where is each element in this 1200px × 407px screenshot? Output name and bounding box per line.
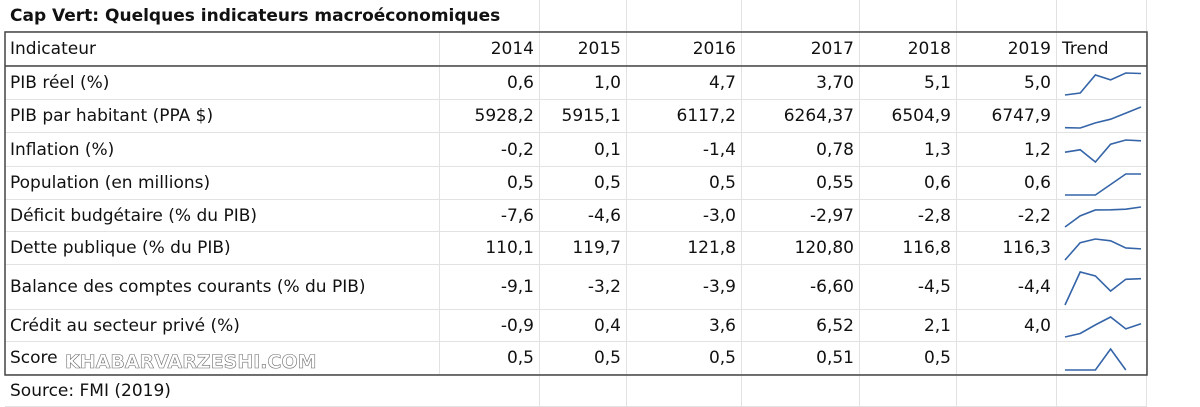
sparkline <box>1065 173 1141 196</box>
value-cell: 6747,9 <box>957 100 1057 133</box>
value-cell: -9,1 <box>440 265 540 310</box>
value-cell: 1,2 <box>957 133 1057 167</box>
value-cell: 5,1 <box>860 66 957 100</box>
value-cell: -2,8 <box>860 200 957 232</box>
value-cell: 5915,1 <box>540 100 627 133</box>
value-cell: 5928,2 <box>440 100 540 133</box>
value-cell: -0,9 <box>440 310 540 342</box>
value-cell: 119,7 <box>540 232 627 265</box>
value-cell: 2,1 <box>860 310 957 342</box>
value-cell: -1,4 <box>627 133 742 167</box>
value-cell: -3,9 <box>627 265 742 310</box>
value-cell: -4,5 <box>860 265 957 310</box>
value-cell: 6117,2 <box>627 100 742 133</box>
watermark: KHABARVARZESHI.COM <box>65 351 317 373</box>
value-cell: -0,2 <box>440 133 540 167</box>
value-cell: 6264,37 <box>742 100 860 133</box>
value-cell: 0,78 <box>742 133 860 167</box>
value-cell: -3,0 <box>627 200 742 232</box>
value-cell: 0,5 <box>440 167 540 200</box>
row-label: Inflation (%) <box>5 133 440 167</box>
row-label: Balance des comptes courants (% du PIB) <box>5 265 440 310</box>
value-cell: 121,8 <box>627 232 742 265</box>
row-label: Crédit au secteur privé (%) <box>5 310 440 342</box>
value-cell: 116,8 <box>860 232 957 265</box>
row-label: Population (en millions) <box>5 167 440 200</box>
value-cell: 6504,9 <box>860 100 957 133</box>
value-cell: 116,3 <box>957 232 1057 265</box>
table-border <box>4 31 1148 376</box>
value-cell: 0,1 <box>540 133 627 167</box>
value-cell: 5,0 <box>957 66 1057 100</box>
sparkline <box>1064 72 1142 96</box>
value-cell: 0,6 <box>957 167 1057 200</box>
value-cell: 120,80 <box>742 232 860 265</box>
value-cell: 3,6 <box>627 310 742 342</box>
row-label: PIB par habitant (PPA $) <box>5 100 440 133</box>
value-cell: 1,3 <box>860 133 957 167</box>
value-cell: -4,4 <box>957 265 1057 310</box>
value-cell: 0,4 <box>540 310 627 342</box>
row-label: Dette publique (% du PIB) <box>5 232 440 265</box>
value-cell: 110,1 <box>440 232 540 265</box>
value-cell: 0,6 <box>440 66 540 100</box>
value-cell: -4,6 <box>540 200 627 232</box>
value-cell: 0,55 <box>742 167 860 200</box>
sparkline <box>1065 347 1127 371</box>
value-cell: 4,7 <box>627 66 742 100</box>
value-cell: -2,2 <box>957 200 1057 232</box>
value-cell: 0,5 <box>540 167 627 200</box>
row-label: PIB réel (%) <box>5 66 440 100</box>
value-cell: 6,52 <box>742 310 860 342</box>
sparkline <box>1064 316 1142 338</box>
sparkline <box>1064 106 1142 129</box>
sparkline <box>1064 238 1142 261</box>
value-cell: 4,0 <box>957 310 1057 342</box>
row-label: Déficit budgétaire (% du PIB) <box>5 200 440 232</box>
sparkline <box>1064 139 1142 164</box>
value-cell: -6,60 <box>742 265 860 310</box>
value-cell: 0,5 <box>627 167 742 200</box>
sparkline <box>1064 271 1142 306</box>
value-cell: -3,2 <box>540 265 627 310</box>
value-cell: -2,97 <box>742 200 860 232</box>
value-cell: 0,6 <box>860 167 957 200</box>
value-cell: 3,70 <box>742 66 860 100</box>
value-cell: -7,6 <box>440 200 540 232</box>
sparkline <box>1064 206 1142 228</box>
value-cell: 1,0 <box>540 66 627 100</box>
